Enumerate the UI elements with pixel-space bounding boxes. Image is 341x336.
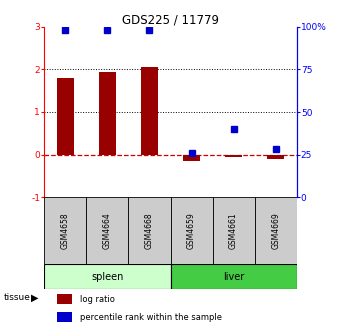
Bar: [141, 67, 158, 155]
Bar: [267, 155, 284, 159]
Bar: [44, 264, 170, 289]
Text: GSM4658: GSM4658: [61, 212, 70, 249]
Text: GSM4669: GSM4669: [271, 212, 280, 249]
Bar: [86, 197, 129, 264]
Bar: [170, 264, 297, 289]
Text: spleen: spleen: [91, 271, 123, 282]
Bar: [225, 155, 242, 157]
Text: GSM4668: GSM4668: [145, 212, 154, 249]
Title: GDS225 / 11779: GDS225 / 11779: [122, 14, 219, 27]
Text: tissue: tissue: [3, 293, 30, 302]
Text: log ratio: log ratio: [80, 295, 115, 304]
Text: GSM4664: GSM4664: [103, 212, 112, 249]
Bar: [57, 294, 72, 304]
Bar: [57, 78, 74, 155]
Bar: [212, 197, 255, 264]
Bar: [170, 197, 212, 264]
Text: GSM4659: GSM4659: [187, 212, 196, 249]
Bar: [44, 197, 86, 264]
Bar: [57, 312, 72, 322]
Bar: [129, 197, 170, 264]
Text: ▶: ▶: [31, 292, 38, 302]
Bar: [255, 197, 297, 264]
Text: liver: liver: [223, 271, 244, 282]
Text: GSM4661: GSM4661: [229, 212, 238, 249]
Text: percentile rank within the sample: percentile rank within the sample: [80, 313, 222, 322]
Bar: [99, 72, 116, 155]
Bar: [183, 155, 200, 161]
